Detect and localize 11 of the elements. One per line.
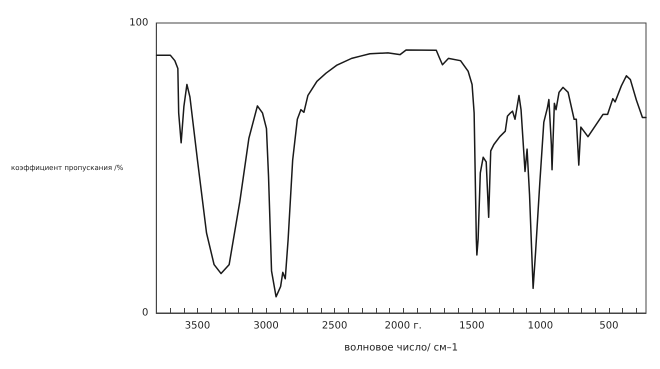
line-series: [156, 49, 647, 298]
x-axis-title: волновое число/ см–1: [344, 342, 458, 354]
x-tick-label: 2500: [322, 320, 348, 332]
x-tick-label: 500: [599, 320, 619, 332]
y-tick-label: 100: [129, 18, 148, 28]
x-tick-label: 3000: [253, 320, 279, 332]
x-tick-label: 1000: [528, 320, 554, 332]
x-tick-label: 1500: [459, 320, 485, 332]
x-tick-label: 3500: [184, 320, 210, 332]
y-tick-label: 0: [142, 308, 148, 318]
x-tick-label: 2000 г.: [384, 320, 422, 332]
